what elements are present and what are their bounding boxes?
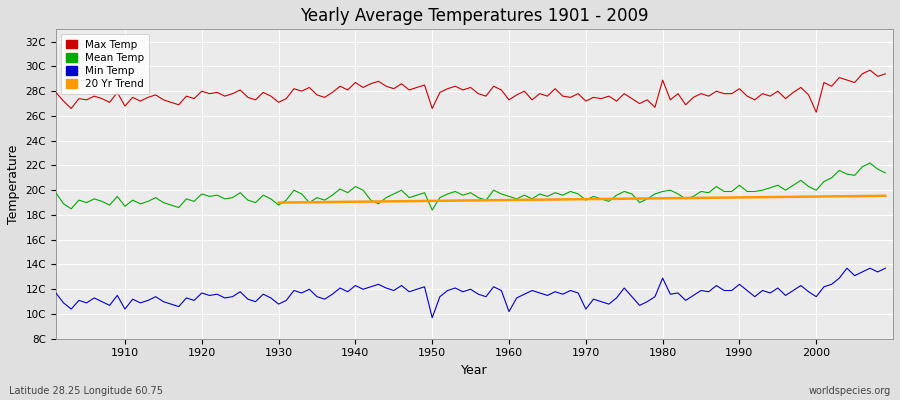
Legend: Max Temp, Mean Temp, Min Temp, 20 Yr Trend: Max Temp, Mean Temp, Min Temp, 20 Yr Tre… (61, 34, 149, 94)
Title: Yearly Average Temperatures 1901 - 2009: Yearly Average Temperatures 1901 - 2009 (301, 7, 649, 25)
Text: worldspecies.org: worldspecies.org (809, 386, 891, 396)
Text: Latitude 28.25 Longitude 60.75: Latitude 28.25 Longitude 60.75 (9, 386, 163, 396)
X-axis label: Year: Year (461, 364, 488, 377)
Y-axis label: Temperature: Temperature (7, 144, 20, 224)
